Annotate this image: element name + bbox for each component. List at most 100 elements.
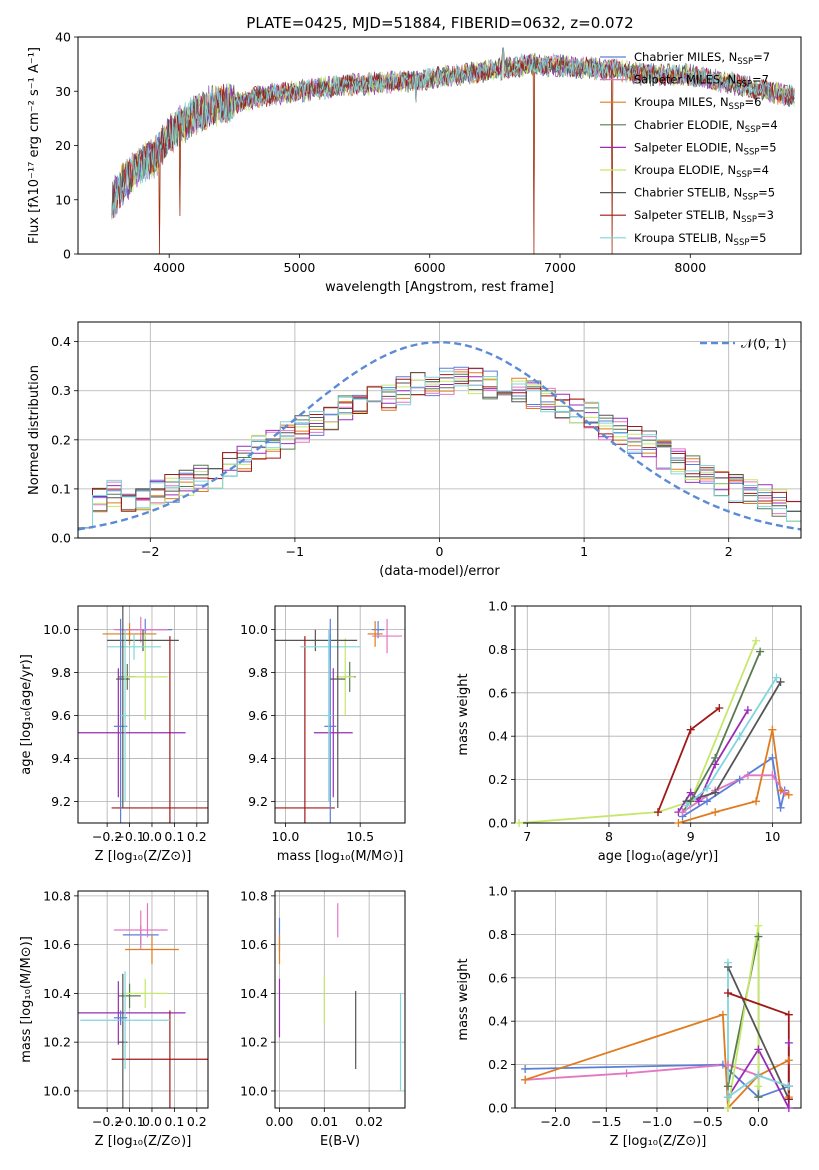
- x-axis-label: Z [log₁₀(Z/Z⊙)]: [610, 1134, 707, 1149]
- panel-weight_vs_age: 7 8 9 10 0.0 0.2 0.4 0.6 0.8 1.0 age [log₁₀(age/yr…: [456, 599, 802, 864]
- y-axis-label: mass weight: [456, 958, 471, 1040]
- x-tick-label: 0: [436, 544, 444, 559]
- y-tick-label: 30: [55, 84, 71, 99]
- plot-area-mass_vs_ebv: [278, 903, 402, 1091]
- histogram-chabrier-stelib: [78, 372, 801, 538]
- weight-marker: [784, 790, 793, 799]
- legend-subscript: SSP: [742, 193, 758, 203]
- weight-marker: [735, 775, 744, 784]
- legend-subscript: SSP: [736, 80, 752, 90]
- y-tick-label: 0.4: [51, 334, 71, 349]
- y-tick-label: 1.0: [488, 599, 508, 614]
- legend-subscript: SSP: [745, 125, 761, 135]
- x-axis-label: Z [log₁₀(Z/Z⊙)]: [95, 849, 192, 864]
- x-tick-label: 0.2: [187, 1114, 207, 1129]
- legend-subscript: SSP: [734, 238, 750, 248]
- weight-marker: [711, 753, 720, 762]
- weight-marker: [780, 788, 789, 797]
- x-tick-label: 7000: [544, 260, 576, 275]
- legend-rest: =3: [757, 208, 774, 222]
- axes-frame: [274, 890, 406, 1109]
- y-tick-label: 0.1: [51, 481, 71, 496]
- y-tick-label: 9.8: [51, 665, 71, 680]
- weight-marker: [784, 1056, 793, 1065]
- weight-marker: [772, 673, 781, 682]
- legend-label: 𝒩(0, 1): [741, 336, 787, 351]
- weight-marker: [743, 706, 752, 715]
- y-tick-label: 40: [55, 30, 71, 45]
- y-axis-label: age [log₁₀(age/yr)]: [19, 654, 34, 775]
- x-tick-label: 1: [580, 544, 588, 559]
- weight-marker: [743, 771, 752, 780]
- weight-marker: [754, 932, 763, 941]
- y-tick-label: 9.6: [248, 708, 268, 723]
- weight-marker: [752, 797, 761, 806]
- x-tick-label: 10.5: [346, 829, 374, 844]
- axes-frame: [77, 321, 802, 539]
- weight-marker: [622, 1069, 631, 1078]
- weight-marker: [776, 803, 785, 812]
- y-tick-label: 10.4: [240, 986, 268, 1001]
- legend-label: Kroupa ELODIE, NSSP=4: [634, 163, 769, 180]
- weight-marker: [756, 647, 765, 656]
- histogram-salpeter-stelib: [78, 367, 801, 538]
- weight-marker: [754, 1045, 763, 1054]
- y-tick-label: 10.0: [240, 1083, 268, 1098]
- x-tick-label: 9: [687, 829, 695, 844]
- x-tick-label: −1.0: [642, 1114, 672, 1129]
- y-tick-label: 10.8: [43, 888, 71, 903]
- y-tick-label: 0.4: [488, 1014, 508, 1029]
- weight-marker: [711, 808, 720, 817]
- axes-frame: [77, 605, 209, 824]
- y-tick-label: 0.8: [488, 927, 508, 942]
- x-tick-label: −0.1: [114, 1114, 144, 1129]
- x-tick-label: 4000: [153, 260, 185, 275]
- x-tick-label: 0.1: [164, 1114, 184, 1129]
- x-tick-label: 0.00: [266, 1114, 294, 1129]
- weight-marker: [711, 788, 720, 797]
- y-tick-label: 10.0: [240, 622, 268, 637]
- weight-marker: [694, 797, 703, 806]
- legend-label: Salpeter ELODIE, NSSP=5: [634, 140, 777, 157]
- x-tick-label: 8000: [674, 260, 706, 275]
- panel-mass_vs_ebv: 0.00 0.01 0.02 10.0 10.2 10.4 10.6 10.8 E(B-V): [240, 888, 406, 1149]
- weight-marker: [674, 819, 683, 827]
- weight-marker: [723, 958, 732, 967]
- legend-label: Salpeter MILES, NSSP=7: [634, 73, 769, 90]
- axes-frame: [514, 890, 802, 1109]
- residual-legend: 𝒩(0, 1): [700, 336, 787, 351]
- weight-marker: [521, 1064, 530, 1073]
- y-tick-label: 0.0: [488, 1101, 508, 1116]
- y-tick-label: 10.8: [240, 888, 268, 903]
- plot-area-weight_vs_age: [519, 640, 790, 823]
- weight-line-chabrier-miles: [682, 756, 786, 818]
- y-tick-label: 20: [55, 138, 71, 153]
- weight-marker: [784, 1095, 793, 1104]
- y-tick-label: 10.2: [43, 1035, 71, 1050]
- spectrum-legend: Chabrier MILES, NSSP=7 Salpeter MILES, NS…: [600, 50, 778, 248]
- weight-marker: [521, 1075, 530, 1084]
- legend-rest: =4: [752, 163, 769, 177]
- plot-area-age_vs_mass: [275, 606, 403, 823]
- weight-marker: [768, 725, 777, 734]
- weight-marker: [784, 1104, 793, 1112]
- x-tick-label: −1.5: [591, 1114, 621, 1129]
- weight-marker: [718, 1010, 727, 1019]
- weight-marker: [678, 808, 687, 817]
- x-tick-label: −1: [286, 544, 304, 559]
- legend-rest: =7: [752, 73, 769, 87]
- weight-marker: [768, 771, 777, 780]
- weight-marker: [703, 797, 712, 806]
- legend-label: Chabrier ELODIE, NSSP=4: [634, 118, 778, 135]
- weight-marker: [754, 921, 763, 930]
- x-tick-label: −2.0: [540, 1114, 570, 1129]
- x-tick-label: −0.1: [114, 829, 144, 844]
- y-tick-label: 9.4: [51, 751, 71, 766]
- weight-marker: [776, 677, 785, 686]
- weight-marker: [776, 786, 785, 795]
- legend-rest: =7: [753, 50, 770, 64]
- x-tick-label: 0.2: [187, 829, 207, 844]
- legend-label: Kroupa MILES, NSSP=6: [634, 95, 761, 112]
- x-tick-label: 0.01: [310, 1114, 338, 1129]
- weight-marker: [723, 988, 732, 997]
